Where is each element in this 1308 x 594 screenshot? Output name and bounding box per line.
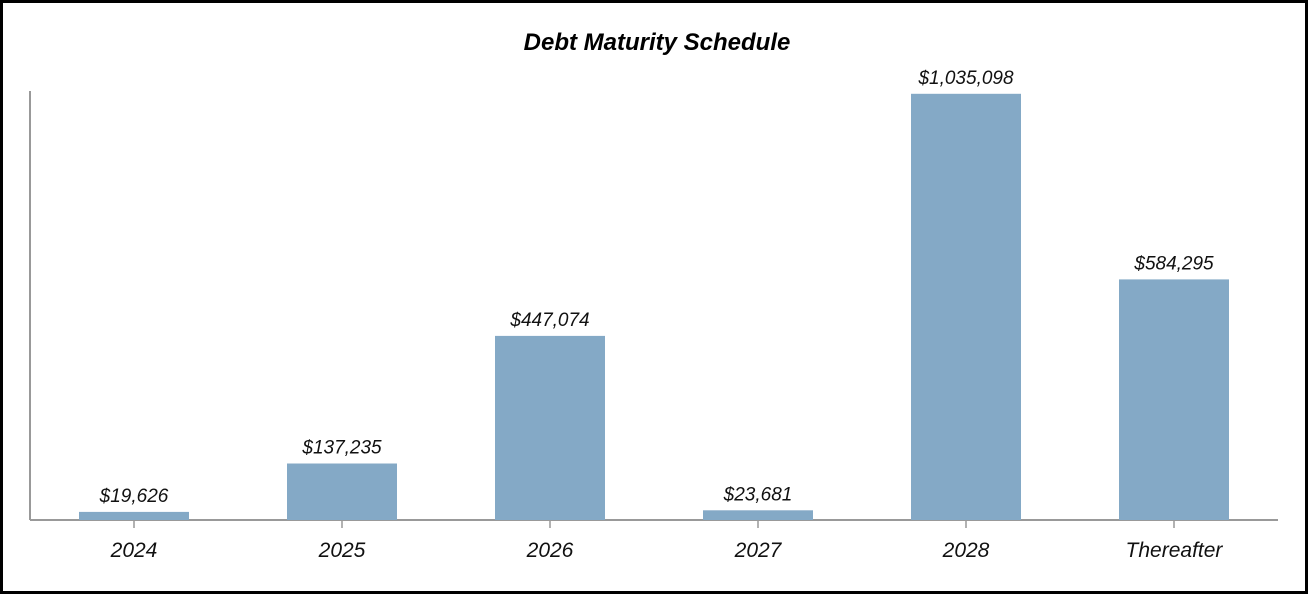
data-label-2027: $23,681 bbox=[723, 484, 793, 505]
bar-2027 bbox=[703, 510, 813, 520]
x-tick-label-thereafter: Thereafter bbox=[1126, 539, 1224, 562]
bar-2026 bbox=[495, 335, 605, 520]
bar-2025 bbox=[287, 463, 397, 520]
data-label-2024: $19,626 bbox=[99, 486, 169, 507]
x-tick-labels-group: 2024 2025 2026 2027 2028 Thereafter bbox=[110, 539, 1224, 562]
bar-2028 bbox=[911, 93, 1021, 521]
bar-thereafter bbox=[1119, 279, 1229, 520]
data-label-2026: $447,074 bbox=[509, 310, 589, 331]
x-tick-label-2026: 2026 bbox=[526, 539, 574, 562]
chart-title: Debt Maturity Schedule bbox=[523, 29, 791, 56]
bar-2024 bbox=[79, 511, 189, 520]
bars-group bbox=[79, 93, 1229, 521]
x-ticks-group bbox=[133, 520, 1175, 528]
x-tick-label-2024: 2024 bbox=[110, 539, 158, 562]
x-tick-label-2027: 2027 bbox=[734, 539, 783, 562]
data-labels-group: $19,626 $137,235 $447,074 $23,681 $1,035,098… bbox=[99, 68, 1214, 507]
data-label-2025: $137,235 bbox=[301, 438, 382, 459]
x-tick-label-2028: 2028 bbox=[942, 539, 990, 562]
data-label-2028: $1,035,098 bbox=[917, 68, 1014, 89]
data-label-thereafter: $584,295 bbox=[1133, 253, 1214, 274]
x-tick-label-2025: 2025 bbox=[318, 539, 366, 562]
bar-chart: $19,626 $137,235 $447,074 $23,681 $1,035,098… bbox=[29, 68, 1278, 562]
